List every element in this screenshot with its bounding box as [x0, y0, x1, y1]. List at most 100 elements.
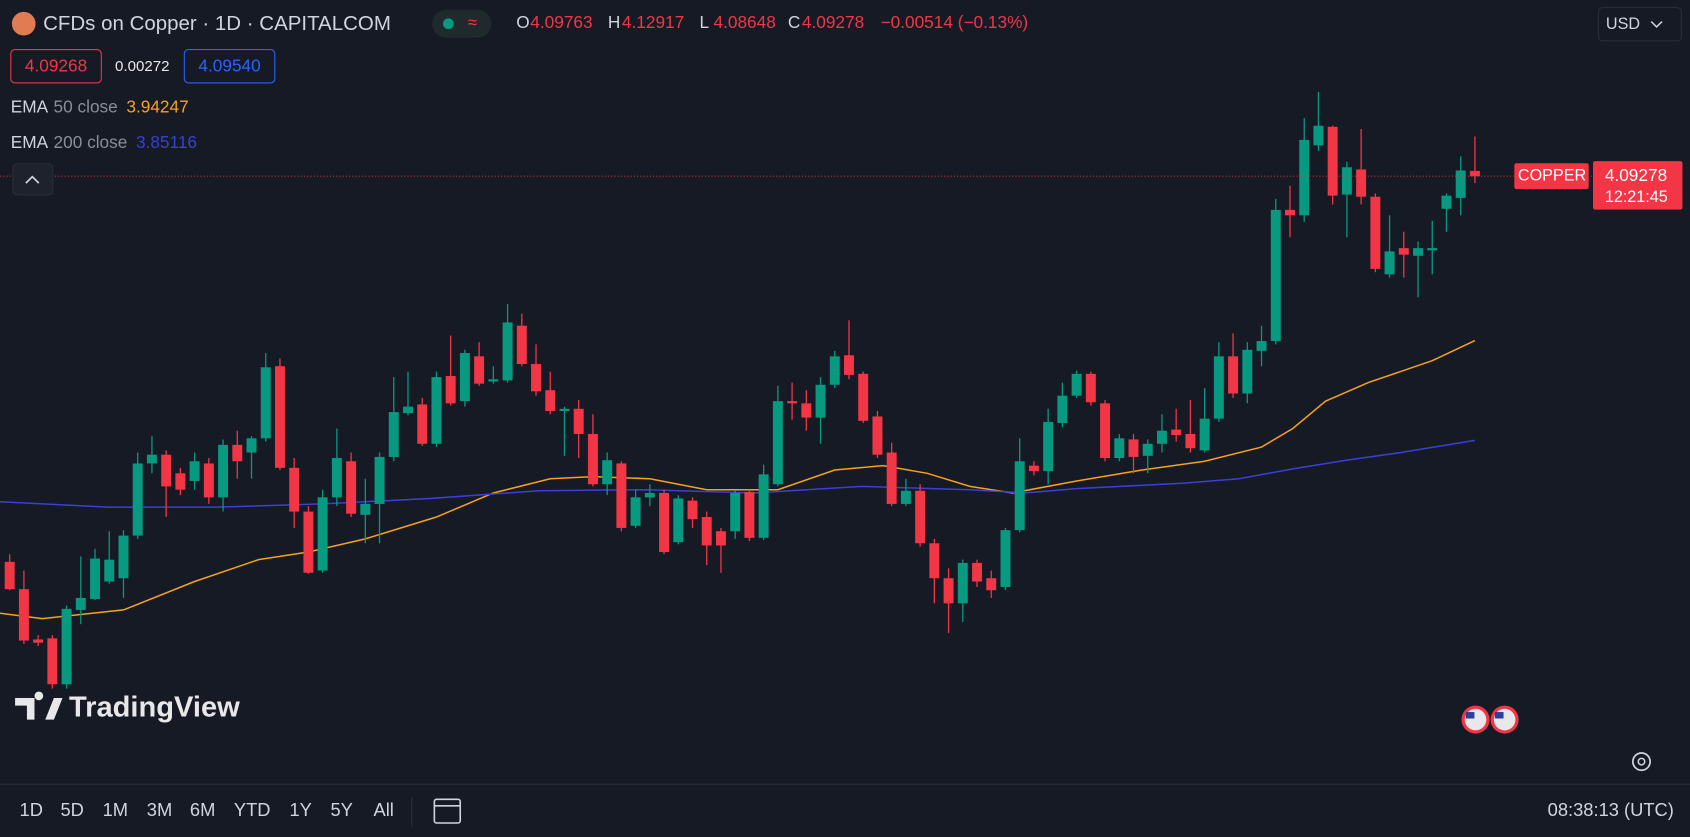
candle-body — [47, 638, 58, 685]
candle-body — [1000, 530, 1011, 587]
candle-body — [1327, 126, 1338, 196]
bid-box[interactable] — [10, 49, 102, 84]
ohlc-value: 4.09763 — [530, 12, 592, 32]
candle-body — [488, 379, 499, 382]
candle-body — [744, 491, 755, 538]
candle-body — [1356, 169, 1367, 197]
collapse-button[interactable] — [12, 163, 54, 196]
candle-body — [1213, 356, 1224, 419]
candle-body — [573, 408, 584, 434]
price-change: −0.00514 (−0.13%) — [881, 12, 1029, 32]
watermark-logo — [15, 691, 63, 720]
candle-body — [4, 561, 15, 590]
ema-line — [0, 439, 1476, 508]
candle-body — [1384, 251, 1395, 275]
candle-body — [317, 497, 328, 571]
candle-body — [715, 531, 726, 546]
range-buttons: 1D 5D 1M 3M 6M YTD 1Y 5Y All — [20, 799, 394, 820]
countdown: 12:21:45 — [1605, 188, 1668, 206]
candle-body — [1057, 395, 1068, 424]
candle-body — [1114, 438, 1125, 458]
candle-body — [644, 492, 655, 498]
candle-body — [1043, 421, 1054, 472]
candle-body — [801, 403, 812, 418]
currency-button[interactable] — [1597, 7, 1682, 42]
candle-body — [104, 559, 115, 582]
candle-body — [829, 356, 840, 385]
candle-body — [303, 511, 314, 573]
ohlc-letter: C — [788, 12, 800, 32]
candle-body — [943, 578, 954, 604]
range-button[interactable]: YTD — [234, 799, 271, 820]
range-button[interactable]: 6M — [190, 799, 215, 820]
candle-body — [516, 325, 527, 364]
candle-body — [1156, 430, 1167, 444]
chevron-icon — [25, 175, 40, 184]
candle-body — [772, 401, 783, 485]
indicator-name: EMA — [11, 96, 49, 116]
candle-body — [403, 406, 413, 414]
symbol-icon — [11, 11, 36, 36]
candle-body — [872, 416, 883, 455]
candle-body — [1299, 139, 1310, 216]
candle-body — [346, 461, 357, 514]
candle-body — [118, 535, 129, 579]
watermark-text: TradingView — [69, 692, 240, 724]
candle-body — [1398, 248, 1409, 255]
candle-body — [616, 463, 627, 528]
price-tag-value: 4.09278 — [1605, 165, 1667, 185]
candle-body — [929, 543, 940, 579]
settings-icon[interactable] — [1632, 752, 1651, 772]
candle-body — [260, 367, 271, 439]
candle-body — [459, 353, 470, 402]
candle-body — [33, 639, 44, 643]
range-button[interactable]: All — [374, 799, 394, 820]
ohlc-letter: L — [699, 12, 709, 32]
candle-body — [1413, 248, 1423, 256]
ask-box[interactable] — [183, 49, 276, 84]
indicator-layer — [0, 339, 1476, 620]
candle-body — [1441, 195, 1452, 209]
status-badge[interactable] — [432, 9, 492, 38]
last-price-tag: COPPER 4.09278 12:21:45 — [1514, 161, 1683, 210]
candle-body — [232, 444, 243, 462]
candle-body — [886, 452, 897, 504]
candle-body — [815, 384, 826, 418]
candle-body — [972, 562, 983, 582]
candle-body — [417, 404, 428, 444]
symbol-tag: COPPER — [1518, 166, 1586, 184]
candle-body — [1228, 356, 1239, 394]
ohlc-legend: O 4.09763 H 4.12917 L 4.08648 C 4.09278 −0.00514… — [516, 12, 1028, 32]
candle-body — [1028, 465, 1039, 472]
range-button[interactable]: 5D — [61, 799, 84, 820]
event-flag-canton — [1494, 712, 1504, 719]
candle-body — [18, 589, 29, 641]
clock[interactable]: 08:38:13 (UTC) — [1548, 799, 1674, 820]
range-button[interactable]: 1Y — [290, 799, 312, 820]
ohlc-letter: O — [516, 12, 529, 32]
currency-label: USD — [1606, 15, 1640, 33]
price-axis — [1592, 0, 1690, 744]
candle-body — [1085, 373, 1096, 403]
date-range-icon[interactable] — [433, 798, 462, 824]
range-button[interactable]: 3M — [147, 799, 172, 820]
candle-body — [1071, 373, 1082, 396]
candle-layer — [4, 91, 1480, 689]
range-button[interactable]: 1D — [20, 799, 43, 820]
indicator-value: 3.85116 — [136, 132, 197, 152]
candle-body — [687, 500, 698, 520]
range-button[interactable]: 1M — [103, 799, 128, 820]
ohlc-value: 4.08648 — [714, 12, 776, 32]
indicator-legend: EMA 50 close 3.94247 EMA 200 close 3.85116 — [11, 96, 197, 152]
range-button[interactable]: 5Y — [330, 799, 352, 820]
ohlc-value: 4.09278 — [802, 12, 864, 32]
candle-body — [787, 401, 798, 404]
spread: 0.00272 — [115, 58, 170, 75]
candle-body — [246, 438, 257, 453]
candle-body — [161, 454, 172, 487]
price-tag-box — [1592, 161, 1683, 210]
candle-body — [1285, 209, 1295, 216]
candle-body — [374, 456, 385, 504]
candle-body — [1185, 433, 1196, 449]
